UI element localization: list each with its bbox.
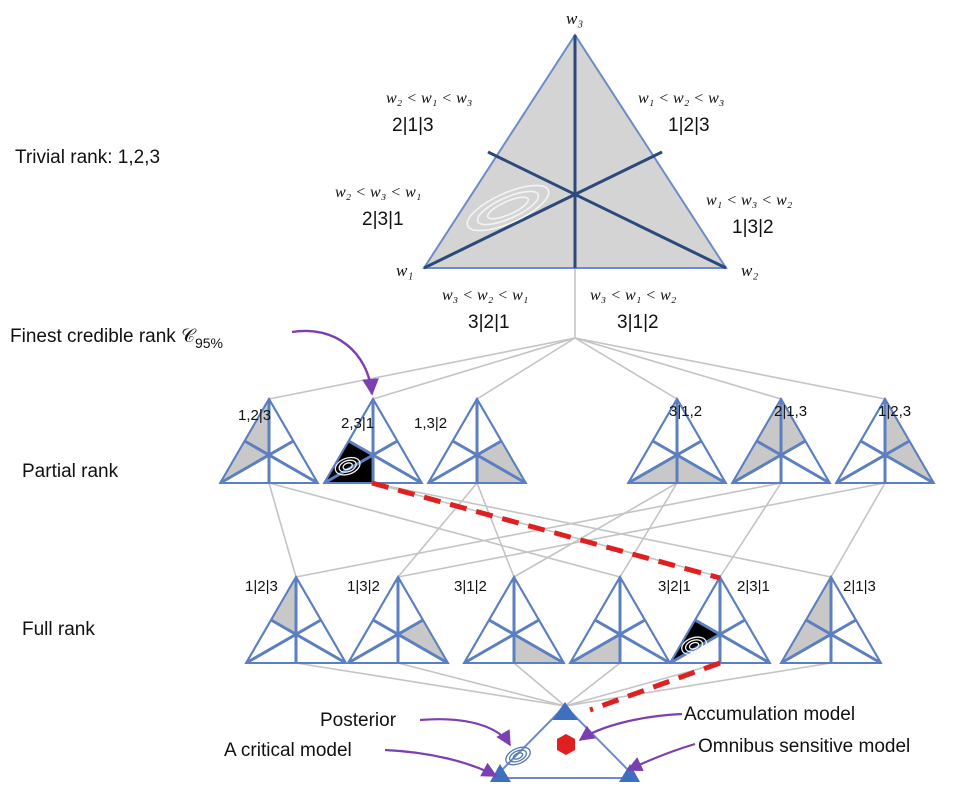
full-label-5: 2|3|1 (737, 578, 770, 595)
posterior-arrow (419, 718, 511, 747)
region-ineq-123: w₁ < w₂ < w₃ (638, 90, 724, 107)
region-ineq-312: w₃ < w₁ < w₂ (590, 287, 677, 304)
region-rank-312: 3|1|2 (617, 312, 659, 333)
partial-label-3: 1,3|2 (414, 415, 447, 432)
region-rank-321: 3|2|1 (468, 312, 510, 333)
posterior-contours-top (466, 184, 550, 232)
lattice-links (268, 268, 886, 707)
label-finest-credible-rank: Finest credible rank 𝒞95% (10, 326, 223, 351)
partial-triangle-2 (322, 397, 424, 485)
corner-marker-top (552, 702, 578, 720)
region-rank-123: 1|2|3 (668, 115, 710, 136)
corner-marker-left (490, 764, 511, 782)
omnibus-arrow (626, 742, 696, 772)
full-label-2: 1|3|2 (347, 578, 380, 595)
bottom-simplex (490, 702, 640, 782)
posterior-contours-bottom (505, 746, 531, 766)
region-ineq-321: w₃ < w₂ < w₁ (442, 287, 528, 304)
full-triangle-4 (568, 575, 672, 665)
full-label-6: 2|1|3 (843, 578, 876, 595)
partial-triangle-6 (834, 397, 936, 485)
full-label-4: 3|2|1 (658, 578, 691, 595)
annot-posterior: Posterior (320, 710, 397, 731)
region-ineq-231: w₂ < w₃ < w₁ (335, 184, 421, 201)
partial-triangle-3 (426, 397, 528, 485)
vertex-w1: w₁ (396, 261, 413, 280)
partial-label-4: 3|1,2 (669, 403, 702, 420)
full-label-3: 3|1|2 (454, 578, 487, 595)
annot-critical-model: A critical model (224, 740, 352, 761)
full-triangle-1 (244, 575, 348, 665)
partial-triangle-1 (218, 397, 320, 485)
accumulation-model-hexagon (557, 734, 575, 755)
label-full-rank: Full rank (22, 619, 95, 640)
partial-label-6: 1|2,3 (878, 403, 911, 420)
region-ineq-132: w₁ < w₃ < w₂ (706, 192, 793, 209)
full-triangle-3 (462, 575, 566, 665)
region-rank-132: 1|3|2 (732, 217, 774, 238)
dashed-link-partial-to-full (371, 480, 721, 581)
label-trivial-rank: Trivial rank: 1,2,3 (15, 147, 160, 168)
partial-label-5: 2|1,3 (774, 403, 807, 420)
partial-rank-row (218, 397, 936, 485)
full-rank-row (244, 575, 883, 665)
vertex-w2: w₂ (741, 261, 758, 280)
partial-rank-labels: 1,2|3 2,3|1 1,3|2 3|1,2 2|1,3 1|2,3 (238, 403, 911, 432)
partial-triangle-5 (730, 397, 832, 485)
full-triangle-5 (668, 575, 772, 665)
full-triangle-2 (346, 575, 450, 665)
partial-triangle-4 (626, 397, 728, 485)
full-triangle-6 (779, 575, 883, 665)
corner-marker-right (619, 764, 640, 782)
critical-model-arrow (384, 748, 498, 777)
region-rank-213: 2|1|3 (392, 115, 434, 136)
region-ineq-213: w₂ < w₁ < w₃ (386, 90, 472, 107)
annot-accumulation-model: Accumulation model (684, 704, 855, 725)
full-rank-labels: 1|2|3 1|3|2 3|1|2 3|2|1 2|3|1 2|1|3 (245, 578, 876, 595)
finest-rank-arrow (291, 329, 379, 396)
top-simplex: w₃ w₁ w₂ w₂ < w₁ < w₃ 2|1|3 w₁ < w₂ < w₃… (335, 9, 793, 333)
partial-label-1: 1,2|3 (238, 407, 271, 424)
partial-label-2: 2,3|1 (341, 415, 374, 432)
vertex-w3: w₃ (566, 9, 583, 28)
dashed-link-full-to-bottom (589, 660, 721, 713)
annot-omnibus-model: Omnibus sensitive model (698, 736, 910, 757)
region-rank-231: 2|3|1 (362, 209, 404, 230)
accumulation-arrow (578, 712, 683, 741)
label-partial-rank: Partial rank (22, 461, 119, 482)
full-label-1: 1|2|3 (245, 578, 278, 595)
